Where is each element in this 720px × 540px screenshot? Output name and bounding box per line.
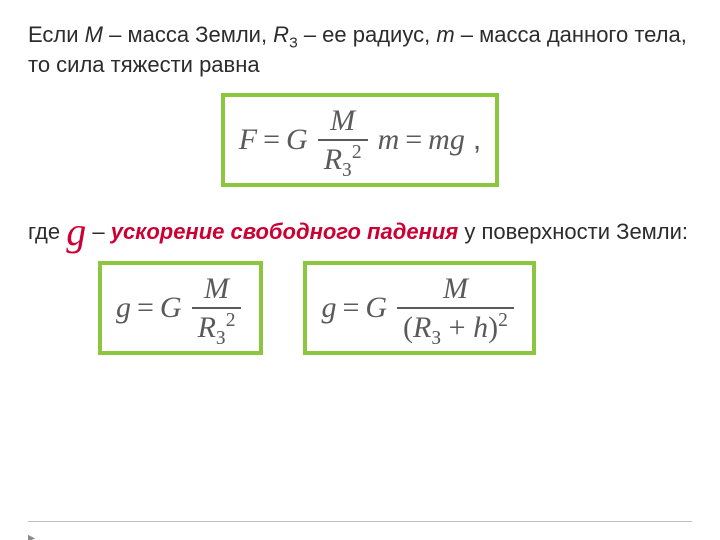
f1-den-sup: 2 [352,142,362,163]
paragraph-2: где g – ускорение свободного падения у п… [28,217,692,247]
f3-frac: M (RЗ + h)2 [397,273,514,343]
f2-frac: M RЗ2 [192,273,242,343]
f2-den-base: R [198,311,216,344]
footer-arrow-icon: ▸ [28,529,35,540]
p1-sym-m: m [436,22,454,47]
p2-emph: ускорение свободного падения [111,219,459,244]
f3-den-Rsub: З [431,328,441,349]
formula-1-box: F = G M RЗ2 m = mg, [221,93,499,187]
f1-den-base: R [324,143,342,176]
f3-den-R: R [413,311,431,344]
f3-den-close: ) [488,311,498,344]
f1-frac: M RЗ2 [318,105,368,175]
p1-text-c: – ее радиус, [298,22,437,47]
f1-den-sub: З [342,160,352,181]
f2-lhs: g [116,293,131,323]
f1-G: G [286,125,308,155]
f2-num: M [198,273,235,307]
f3-lhs: g [321,293,336,323]
f3-den-plus: + [441,311,473,344]
f3-eq: = [342,293,359,323]
f1-m: m [378,125,400,155]
slide: Если M – масса Земли, RЗ – ее радиус, m … [0,0,720,540]
p2-text-a: где [28,219,66,244]
f3-G: G [365,293,387,323]
f1-eq1: = [263,125,280,155]
f2-den: RЗ2 [192,307,242,344]
f3-den-h: h [473,311,488,344]
f1-rhs: mg [428,125,465,155]
f3-num: M [437,273,474,307]
p1-sym-R-sub: З [289,35,298,51]
formula-row: g = G M RЗ2 g = G M (RЗ + h)2 [28,261,692,355]
f1-comma: , [473,125,481,155]
footer-divider [28,521,692,522]
f1-eq2: = [405,125,422,155]
p1-text-a: Если [28,22,85,47]
formula-3-eq: g = G M (RЗ + h)2 [321,273,517,343]
formula-1-wrap: F = G M RЗ2 m = mg, [28,93,692,187]
p2-text-c: у поверхности Земли: [458,219,688,244]
f3-den-open: ( [403,311,413,344]
p2-script-g: g [66,209,86,254]
p2-text-b: – [86,219,110,244]
f1-den: RЗ2 [318,139,368,176]
f2-eq: = [137,293,154,323]
p1-text-b: – масса Земли, [103,22,273,47]
f2-G: G [160,293,182,323]
p1-sym-R: R [273,22,289,47]
f3-den: (RЗ + h)2 [397,307,514,344]
f1-num: M [324,105,361,139]
formula-3-box: g = G M (RЗ + h)2 [303,261,535,355]
p1-sym-M: M [85,22,103,47]
footer: ▸ [28,521,692,522]
f3-den-sup: 2 [498,310,508,331]
f2-den-sub: З [216,328,226,349]
paragraph-1: Если M – масса Земли, RЗ – ее радиус, m … [28,20,692,79]
f2-den-sup: 2 [226,310,236,331]
formula-2-eq: g = G M RЗ2 [116,273,245,343]
f1-lhs: F [239,125,257,155]
formula-1-eq: F = G M RЗ2 m = mg, [239,105,481,175]
formula-2-box: g = G M RЗ2 [98,261,263,355]
